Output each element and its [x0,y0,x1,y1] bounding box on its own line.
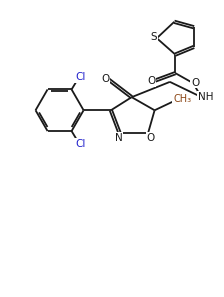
Text: S: S [151,32,157,42]
Text: O: O [146,133,155,143]
Text: CH₃: CH₃ [173,94,191,104]
Text: O: O [101,74,110,83]
Text: Cl: Cl [75,139,86,149]
Text: Cl: Cl [75,72,86,82]
Text: O: O [147,76,155,86]
Text: NH: NH [198,92,213,102]
Text: N: N [115,133,123,143]
Text: O: O [191,78,200,88]
